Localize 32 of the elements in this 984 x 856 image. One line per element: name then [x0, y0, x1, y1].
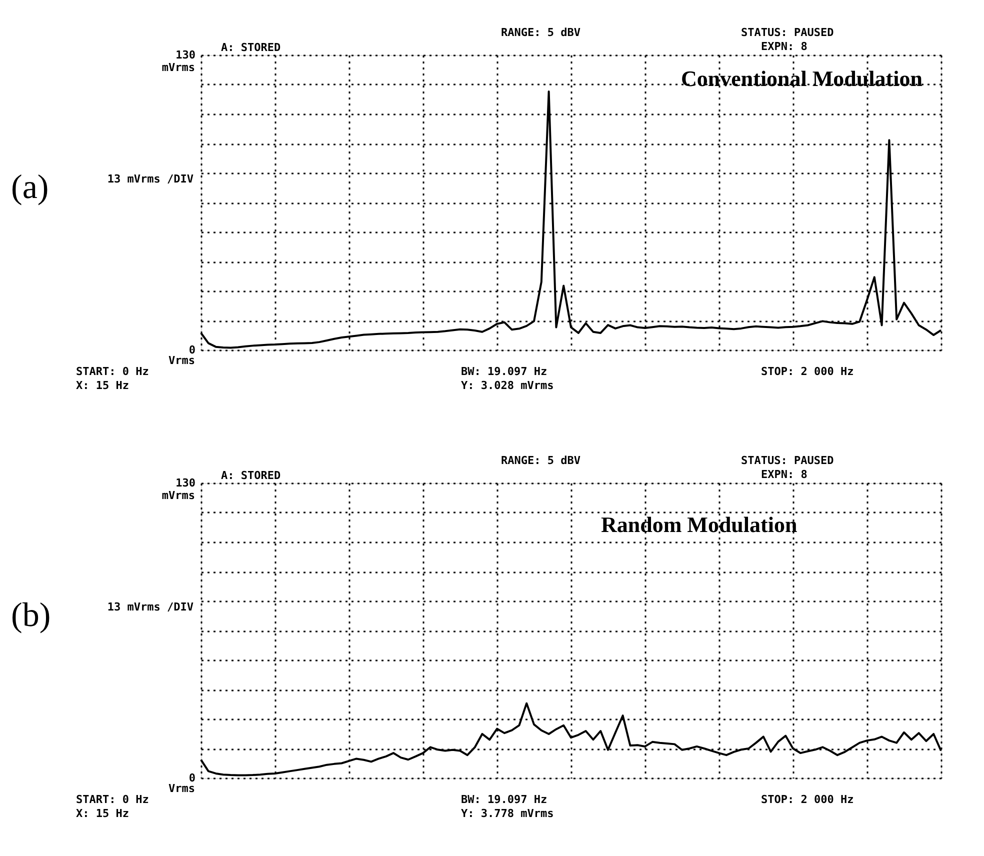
text: STOP: 2 000 Hz	[761, 365, 854, 378]
text: Vrms	[168, 354, 195, 367]
y-tick-label: 0	[188, 772, 196, 784]
text: STOP: 2 000 Hz	[761, 793, 854, 806]
y-axis-title: 13 mVrms /DIV	[107, 600, 194, 614]
text: START: 0 Hz	[76, 365, 149, 378]
y-axis-title: 13 mVrms /DIV	[107, 172, 194, 186]
text: RANGE: 5 dBV	[501, 26, 581, 39]
text: BW: 19.097 Hz	[461, 365, 548, 378]
text: (b)	[11, 596, 51, 634]
y-tick-label: 130	[176, 476, 196, 490]
y-tick-label: 130	[176, 48, 196, 62]
text: Random Modulation	[601, 512, 798, 537]
text: X: 15 Hz	[76, 807, 129, 820]
text: (a)	[11, 168, 49, 206]
text: A: STORED	[221, 469, 281, 482]
text: mVrms	[162, 61, 195, 74]
text: Vrms	[168, 782, 195, 795]
text: EXPN: 8	[761, 468, 808, 481]
text: Conventional Modulation	[681, 66, 922, 91]
text: EXPN: 8	[761, 40, 808, 53]
text: BW: 19.097 Hz	[461, 793, 548, 806]
text: STATUS: PAUSED	[741, 454, 834, 467]
text: Y: 3.028 mVrms	[461, 379, 554, 392]
text: STATUS: PAUSED	[741, 26, 834, 39]
text: START: 0 Hz	[76, 793, 149, 806]
text: X: 15 Hz	[76, 379, 129, 392]
text: Y: 3.778 mVrms	[461, 807, 554, 820]
y-tick-label: 0	[188, 344, 196, 356]
text: RANGE: 5 dBV	[501, 454, 581, 467]
text: mVrms	[162, 489, 195, 502]
text: A: STORED	[221, 41, 281, 54]
